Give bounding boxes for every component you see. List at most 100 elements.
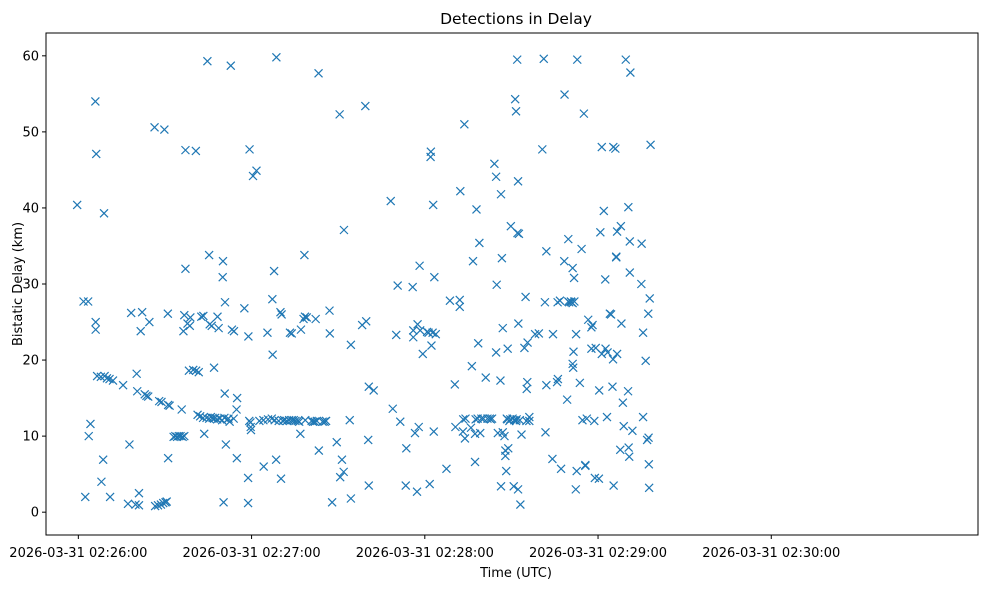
data-point <box>424 328 433 338</box>
y-tick-label: 60 <box>22 49 39 64</box>
data-point <box>327 497 337 507</box>
data-point <box>185 321 195 331</box>
data-point <box>220 297 230 307</box>
data-point <box>163 309 173 319</box>
data-point <box>572 466 582 476</box>
data-point <box>625 68 635 77</box>
data-point <box>163 453 173 463</box>
data-point <box>517 430 526 440</box>
data-point <box>513 319 523 328</box>
data-point <box>232 453 242 463</box>
data-point <box>267 294 277 304</box>
data-point <box>393 281 403 290</box>
data-point <box>467 361 477 371</box>
data-point <box>616 221 626 231</box>
data-point <box>143 392 153 401</box>
data-point <box>204 250 214 260</box>
data-point <box>487 414 497 424</box>
data-point <box>513 484 523 494</box>
data-point <box>431 329 441 339</box>
data-point <box>150 501 160 511</box>
data-point <box>179 310 189 320</box>
data-point <box>521 292 530 302</box>
data-point <box>442 464 451 474</box>
data-point <box>589 416 599 426</box>
data-point <box>295 429 305 439</box>
data-point <box>625 268 635 278</box>
data-point <box>259 462 269 471</box>
data-point <box>553 374 563 384</box>
data-point <box>509 481 519 491</box>
data-point <box>569 273 579 283</box>
data-point <box>638 328 648 338</box>
data-point <box>563 234 573 244</box>
data-point <box>617 319 626 328</box>
data-point <box>491 172 501 182</box>
data-point <box>209 363 219 373</box>
x-tick-label: 2026-03-31 02:29:00 <box>529 546 667 561</box>
data-point <box>202 56 212 66</box>
data-point <box>586 322 596 332</box>
data-point <box>345 415 355 425</box>
data-point <box>415 325 425 335</box>
data-point <box>302 313 312 322</box>
data-point <box>623 386 633 396</box>
data-point <box>637 239 647 249</box>
data-point <box>641 356 651 366</box>
data-point <box>492 280 502 290</box>
data-point <box>263 328 272 338</box>
data-point <box>603 348 612 357</box>
data-point <box>472 205 481 214</box>
data-point <box>108 376 118 386</box>
data-point <box>609 481 619 490</box>
data-point <box>218 272 228 282</box>
data-point <box>624 443 634 452</box>
data-point <box>181 145 190 155</box>
data-point <box>611 252 621 262</box>
data-point <box>360 101 370 111</box>
data-point <box>540 297 550 307</box>
data-point <box>597 142 607 152</box>
y-tick-label: 50 <box>22 125 39 140</box>
data-point <box>537 144 547 154</box>
y-tick-label: 0 <box>31 506 39 521</box>
data-point <box>314 68 323 78</box>
data-point <box>619 421 629 431</box>
y-tick-label: 40 <box>22 201 39 216</box>
data-point <box>165 401 174 411</box>
data-point <box>608 354 618 364</box>
data-points <box>72 52 656 511</box>
data-point <box>179 326 188 336</box>
data-point <box>325 306 334 316</box>
data-point <box>226 61 236 71</box>
data-point <box>541 427 550 437</box>
data-point <box>491 348 501 357</box>
data-point <box>207 321 217 331</box>
data-point <box>503 443 513 453</box>
data-point <box>276 474 286 484</box>
y-tick-label: 30 <box>22 278 39 293</box>
data-point <box>314 446 324 455</box>
data-point <box>199 429 209 439</box>
data-point <box>450 422 460 432</box>
data-point <box>500 451 510 461</box>
data-point <box>243 473 253 483</box>
data-point <box>450 379 460 389</box>
data-point <box>136 326 146 336</box>
data-point <box>459 119 469 129</box>
data-point <box>599 206 609 216</box>
data-point <box>579 109 589 119</box>
data-point <box>248 171 258 181</box>
data-point <box>455 295 465 305</box>
data-point <box>252 166 261 176</box>
data-point <box>232 405 241 414</box>
data-point <box>595 227 605 237</box>
data-point <box>271 52 281 62</box>
data-point <box>625 236 635 246</box>
data-point <box>299 250 309 260</box>
data-point <box>594 474 604 484</box>
chart-title: Detections in Delay <box>440 10 592 28</box>
data-point <box>188 365 198 375</box>
data-point <box>337 455 347 465</box>
